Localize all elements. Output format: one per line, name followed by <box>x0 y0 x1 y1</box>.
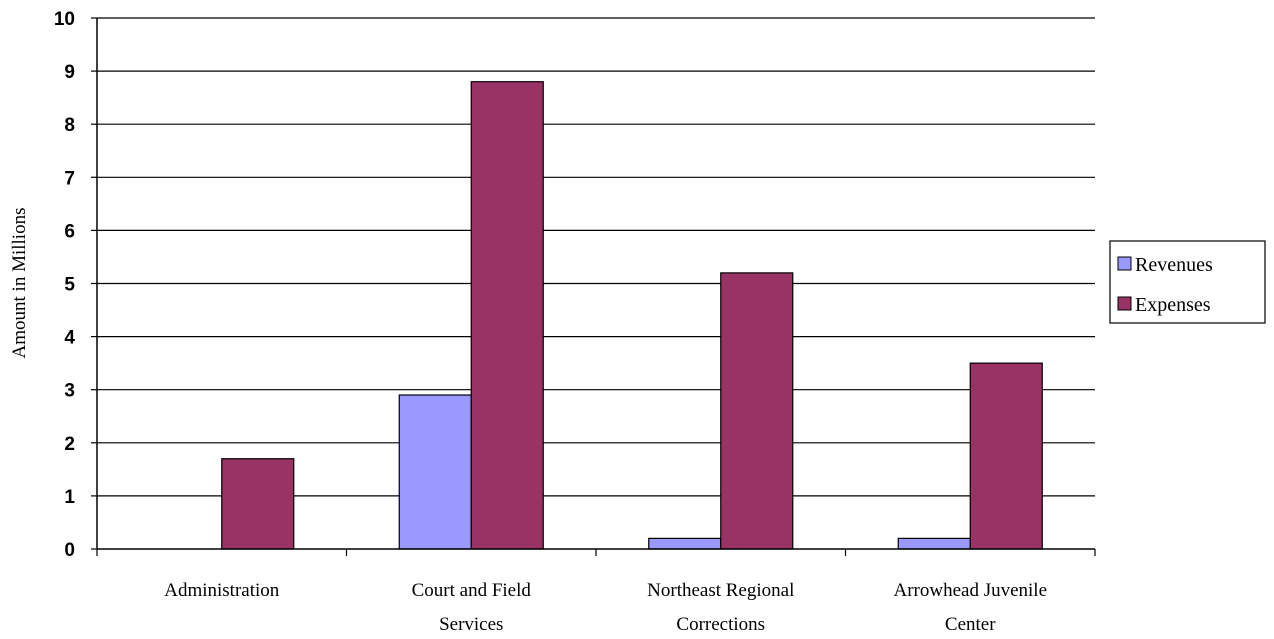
y-tick-labels: 0 1 2 3 4 5 6 7 8 9 10 <box>54 9 76 561</box>
x-category-label: Administration <box>164 580 280 601</box>
bar-revenues-2 <box>648 537 722 550</box>
bar-expenses-2 <box>720 272 794 550</box>
legend-swatch-revenues <box>1117 256 1132 271</box>
y-tick-label: 4 <box>64 328 75 349</box>
x-category-label: Arrowhead Juvenile Center <box>893 580 1047 635</box>
legend-box <box>1109 240 1266 324</box>
x-category-labels: Administration Court and Field Services Nor… <box>164 580 1047 635</box>
y-tick-label: 6 <box>64 221 75 242</box>
bar-expenses-3 <box>969 362 1043 550</box>
y-tick-label: 2 <box>64 434 75 455</box>
x-category-label: Court and Field Services <box>412 580 532 635</box>
y-tick-label: 3 <box>64 381 75 402</box>
y-axis-title: Amount in Millions <box>9 208 30 359</box>
y-tick-label: 10 <box>54 9 75 30</box>
legend-swatch-expenses <box>1117 296 1132 311</box>
y-tick-label: 0 <box>64 540 75 561</box>
bar-revenues-1 <box>398 394 472 550</box>
y-tick-label: 9 <box>64 62 75 83</box>
bar-expenses-0 <box>221 458 295 550</box>
y-tick-label: 7 <box>64 168 75 189</box>
y-tick-label: 8 <box>64 115 75 136</box>
legend: Revenues Expenses <box>1109 240 1266 324</box>
axes <box>91 17 1096 556</box>
legend-label-revenues: Revenues <box>1135 254 1213 276</box>
bar-revenues-3 <box>897 537 971 550</box>
gridlines <box>97 17 1095 497</box>
bar-expenses-1 <box>470 81 544 550</box>
legend-label-expenses: Expenses <box>1135 294 1211 316</box>
x-category-label: Northeast Regional Corrections <box>647 580 794 635</box>
y-tick-label: 5 <box>64 275 75 296</box>
y-tick-label: 1 <box>64 487 75 508</box>
bars <box>221 81 1043 550</box>
